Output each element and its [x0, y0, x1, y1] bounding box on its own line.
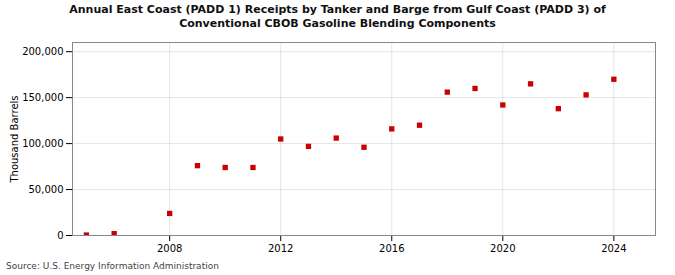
- svg-text:100,000: 100,000: [22, 137, 63, 148]
- svg-text:2016: 2016: [379, 242, 404, 253]
- svg-text:2012: 2012: [268, 242, 293, 253]
- svg-text:2020: 2020: [490, 242, 515, 253]
- svg-text:50,000: 50,000: [29, 183, 64, 194]
- svg-text:2008: 2008: [157, 242, 182, 253]
- svg-text:2024: 2024: [601, 242, 626, 253]
- html-text:Annual East Coast (PADD 1) Rec: Annual East Coast (PADD 1) Receipts by T…: [69, 3, 606, 31]
- svg-text:150,000: 150,000: [22, 91, 63, 102]
- svg-text:200,000: 200,000: [22, 45, 63, 56]
- svg-text:0: 0: [57, 229, 63, 240]
- html-text:Source: U.S. Energy Informatio: Source: U.S. Energy Information Administ…: [6, 260, 219, 271]
- svg-text:Thousand Barrels: Thousand Barrels: [9, 95, 20, 183]
